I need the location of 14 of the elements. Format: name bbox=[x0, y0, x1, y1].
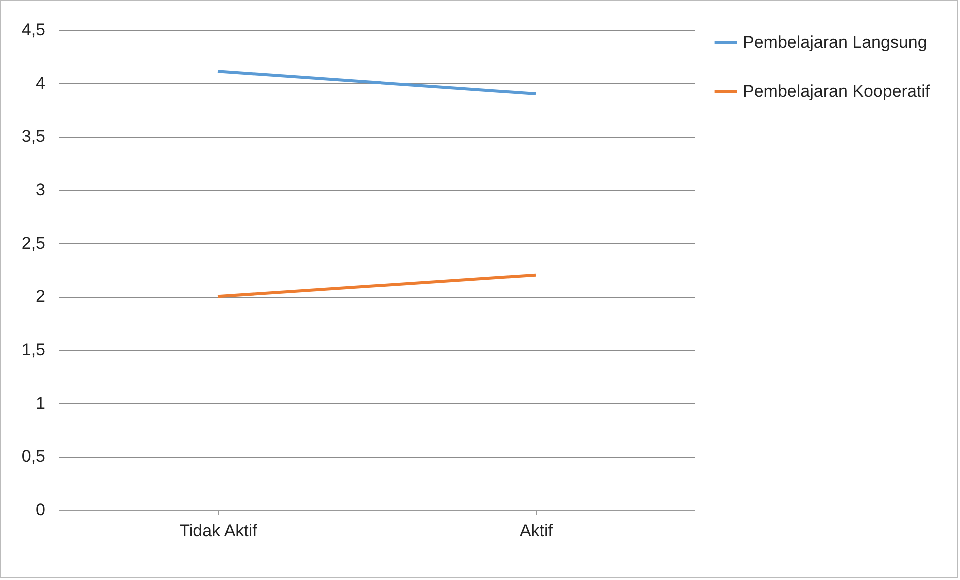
y-tick-label: 1 bbox=[36, 394, 46, 413]
x-tick-label: Tidak Aktif bbox=[180, 522, 258, 540]
y-tick-label: 4 bbox=[36, 74, 46, 93]
x-tick-label: Aktif bbox=[520, 522, 554, 540]
y-tick-label: 2 bbox=[36, 287, 46, 306]
y-tick-label: 3 bbox=[36, 180, 46, 200]
legend-label: Pembelajaran Langsung bbox=[743, 33, 928, 52]
y-tick-label: 0,5 bbox=[22, 447, 46, 466]
y-tick-label: 0 bbox=[36, 500, 46, 520]
y-tick-label: 2,5 bbox=[22, 234, 46, 253]
legend-label: Pembelajaran Kooperatif bbox=[743, 82, 930, 101]
y-tick-label: 1,5 bbox=[22, 340, 46, 360]
y-tick-label: 4,5 bbox=[22, 20, 46, 40]
y-tick-label: 3,5 bbox=[22, 127, 46, 146]
